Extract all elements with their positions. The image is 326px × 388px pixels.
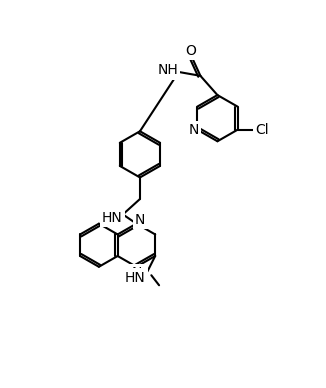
Text: NH: NH: [157, 63, 178, 78]
Text: N: N: [188, 123, 199, 137]
Text: N: N: [135, 213, 145, 227]
Text: HN: HN: [102, 211, 123, 225]
Text: O: O: [186, 44, 197, 58]
Text: N: N: [131, 266, 141, 280]
Text: HN: HN: [125, 270, 145, 284]
Text: Cl: Cl: [256, 123, 269, 137]
